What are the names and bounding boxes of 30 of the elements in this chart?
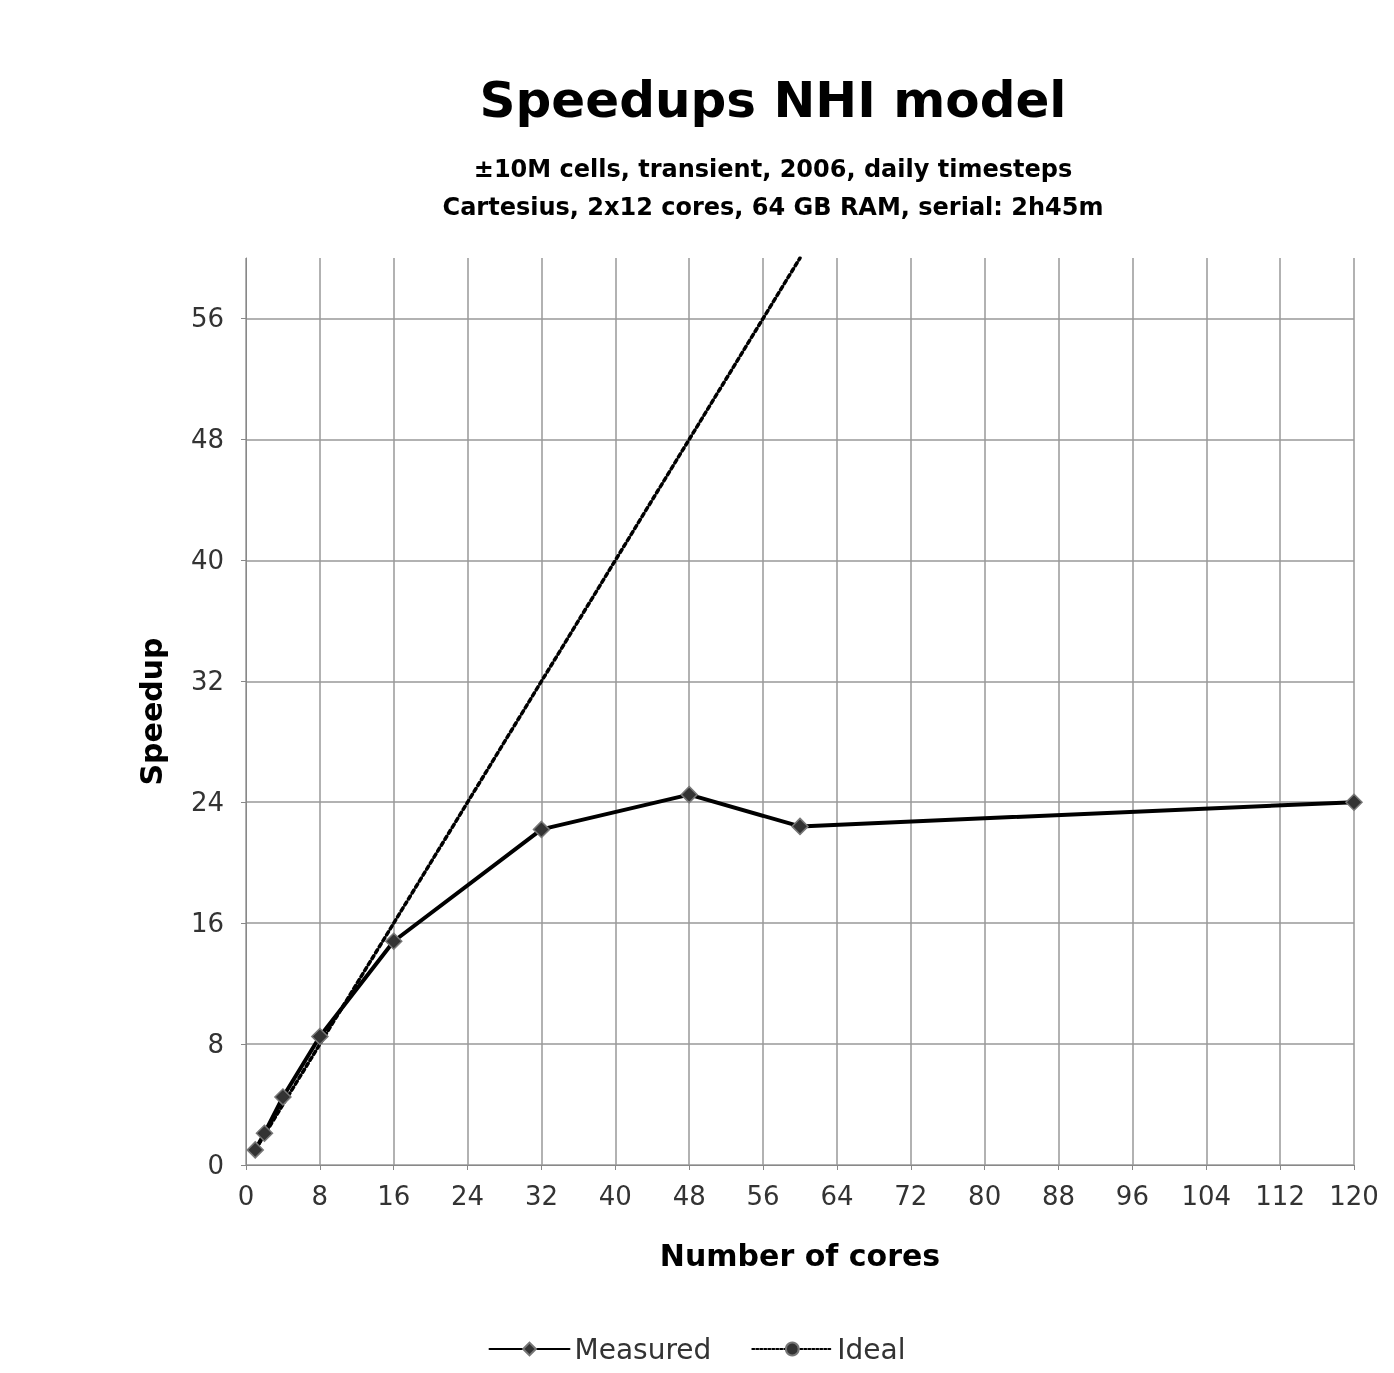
x-tick-label: 112 [1255, 1181, 1305, 1211]
x-tick-label: 104 [1181, 1181, 1232, 1211]
x-tick-label: 64 [820, 1181, 854, 1211]
chart-subtitle: ±10M cells, transient, 2006, daily timesteps Cartesius, 2x12 cores, 64 GB RAM, serial: 2h45m [442, 155, 1104, 221]
x-tick-label: 56 [746, 1181, 780, 1211]
x-tick-label: 80 [968, 1181, 1002, 1211]
x-tick-label: 8 [311, 1181, 329, 1211]
legend-label: Measured [574, 1332, 712, 1366]
x-tick-label: 24 [451, 1181, 485, 1211]
y-tick-label: 8 [207, 1029, 224, 1060]
y-tick-label: 0 [207, 1150, 224, 1180]
y-tick-label: 48 [190, 424, 224, 455]
x-axis-title: Number of cores [659, 1237, 941, 1273]
x-tick-label: 40 [598, 1181, 632, 1211]
x-tick-label: 48 [672, 1181, 706, 1211]
chart-title: Speedups NHI model [479, 71, 1067, 129]
y-tick-label: 24 [190, 787, 224, 818]
x-tick-label: 96 [1115, 1181, 1149, 1211]
x-tick-label: 88 [1041, 1181, 1076, 1211]
y-axis-title: Speedup [133, 637, 169, 786]
legend-label: Ideal [837, 1332, 906, 1366]
x-tick-label: 32 [524, 1181, 559, 1211]
y-tick-label: 32 [190, 666, 224, 697]
x-tick-label: 0 [237, 1181, 255, 1211]
y-tick-label: 40 [190, 545, 224, 576]
x-tick-label: 16 [377, 1181, 411, 1211]
x-tick-label: 72 [894, 1181, 928, 1211]
x-tick-label: 120 [1329, 1181, 1379, 1211]
y-tick-label: 56 [190, 303, 224, 334]
y-tick-label: 16 [190, 908, 224, 939]
